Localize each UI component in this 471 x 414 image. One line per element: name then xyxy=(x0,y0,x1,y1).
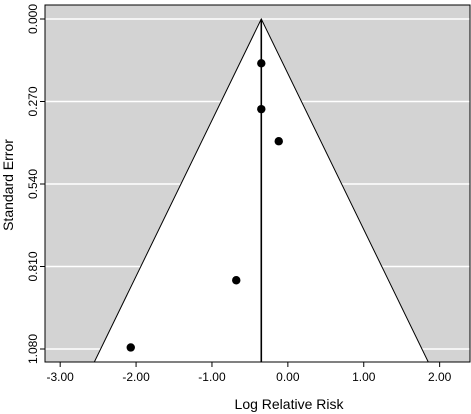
y-axis-title: Standard Error xyxy=(0,139,16,231)
x-tick-label: -2.00 xyxy=(122,370,150,384)
y-tick-label: 1.080 xyxy=(26,334,40,364)
study-point xyxy=(257,104,266,114)
x-tick-label: -1.00 xyxy=(198,370,226,384)
study-point xyxy=(126,343,135,352)
x-axis: -3.00 -2.00 -1.00 0.00 1.00 2.00 xyxy=(46,362,452,384)
y-tick-label: 0.540 xyxy=(26,169,40,199)
study-point xyxy=(274,137,283,146)
x-tick-label: 0.00 xyxy=(276,370,300,384)
y-tick-label: 0.270 xyxy=(26,86,40,116)
y-tick-label: 0.810 xyxy=(26,251,40,281)
x-tick-label: 2.00 xyxy=(428,370,452,384)
x-tick-label: -3.00 xyxy=(46,370,74,384)
study-point xyxy=(257,59,266,68)
study-points xyxy=(126,59,283,352)
y-tick-label: 0.000 xyxy=(26,4,40,34)
study-point xyxy=(232,276,241,285)
x-axis-title: Log Relative Risk xyxy=(235,396,345,412)
x-tick-label: 1.00 xyxy=(352,370,376,384)
y-axis: 0.000 0.270 0.540 0.810 1.080 xyxy=(26,4,45,364)
